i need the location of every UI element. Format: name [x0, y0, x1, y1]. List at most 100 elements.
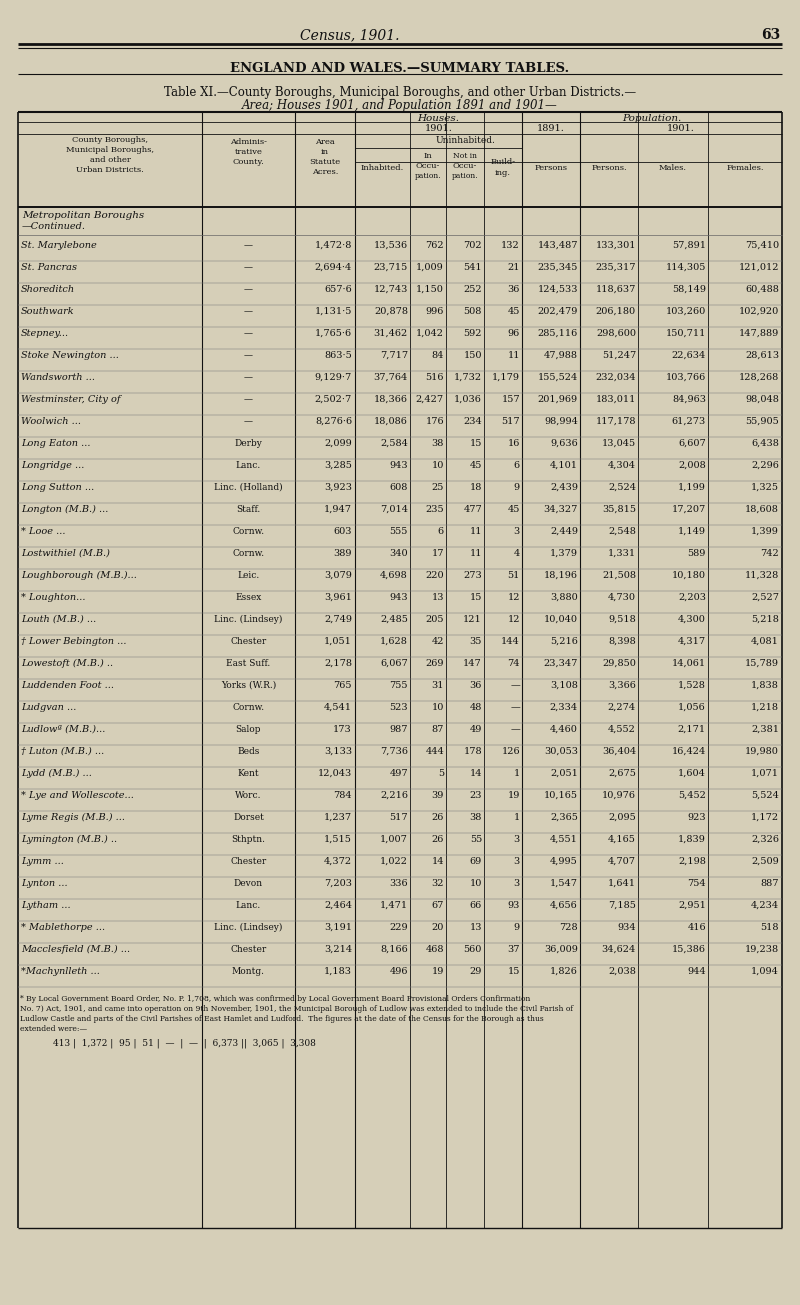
Text: 13: 13 [431, 592, 444, 602]
Text: 36: 36 [470, 681, 482, 690]
Text: 66: 66 [470, 900, 482, 910]
Text: ing.: ing. [495, 170, 511, 177]
Text: 201,969: 201,969 [538, 395, 578, 405]
Text: Lowestoft (M.B.) ..: Lowestoft (M.B.) .. [21, 659, 113, 668]
Text: 14,061: 14,061 [672, 659, 706, 668]
Text: Staff.: Staff. [236, 505, 261, 514]
Text: 2,038: 2,038 [608, 967, 636, 976]
Text: Uninhabited.: Uninhabited. [436, 136, 496, 145]
Text: 1,056: 1,056 [678, 703, 706, 713]
Text: 1,051: 1,051 [324, 637, 352, 646]
Text: 1,604: 1,604 [678, 769, 706, 778]
Text: 1,150: 1,150 [416, 284, 444, 294]
Text: 508: 508 [464, 307, 482, 316]
Text: —: — [244, 418, 253, 425]
Text: 9,636: 9,636 [550, 438, 578, 448]
Text: 1,325: 1,325 [751, 483, 779, 492]
Text: 1,022: 1,022 [380, 857, 408, 867]
Text: 18,196: 18,196 [544, 572, 578, 579]
Text: 1,472·8: 1,472·8 [314, 241, 352, 251]
Text: 47,988: 47,988 [544, 351, 578, 360]
Text: Southwark: Southwark [21, 307, 74, 316]
Text: No. 7) Act, 1901, and came into operation on 9th November, 1901, the Municipal B: No. 7) Act, 1901, and came into operatio… [20, 1005, 573, 1013]
Text: 114,305: 114,305 [666, 264, 706, 271]
Text: 1901.: 1901. [425, 124, 453, 133]
Text: 9,129·7: 9,129·7 [314, 373, 352, 382]
Text: 2,675: 2,675 [608, 769, 636, 778]
Text: 55,905: 55,905 [746, 418, 779, 425]
Text: 8,166: 8,166 [380, 945, 408, 954]
Text: 1,641: 1,641 [608, 880, 636, 887]
Text: 943: 943 [390, 461, 408, 470]
Text: 118,637: 118,637 [596, 284, 636, 294]
Text: 784: 784 [334, 791, 352, 800]
Text: 2,509: 2,509 [751, 857, 779, 867]
Text: Lytham ...: Lytham ... [21, 900, 70, 910]
Text: 84: 84 [432, 351, 444, 360]
Text: —: — [244, 395, 253, 405]
Text: Chester: Chester [230, 637, 266, 646]
Text: 45: 45 [508, 307, 520, 316]
Text: 11: 11 [470, 549, 482, 559]
Text: East Suff.: East Suff. [226, 659, 270, 668]
Text: Cornw.: Cornw. [233, 549, 265, 559]
Text: 4,707: 4,707 [608, 857, 636, 867]
Text: Long Sutton ...: Long Sutton ... [21, 483, 94, 492]
Text: 1,179: 1,179 [492, 373, 520, 382]
Text: 38: 38 [432, 438, 444, 448]
Text: Inhabited.: Inhabited. [361, 164, 404, 172]
Text: 1,172: 1,172 [751, 813, 779, 822]
Text: Wandsworth ...: Wandsworth ... [21, 373, 95, 382]
Text: Statute: Statute [310, 158, 341, 166]
Text: 126: 126 [502, 746, 520, 756]
Text: 150,711: 150,711 [666, 329, 706, 338]
Text: Stoke Newington ...: Stoke Newington ... [21, 351, 119, 360]
Text: trative: trative [234, 147, 262, 157]
Text: 15,789: 15,789 [745, 659, 779, 668]
Text: 12: 12 [507, 615, 520, 624]
Text: Lyme Regis (M.B.) ...: Lyme Regis (M.B.) ... [21, 813, 125, 822]
Text: 205: 205 [426, 615, 444, 624]
Text: 2,171: 2,171 [678, 726, 706, 733]
Text: 143,487: 143,487 [538, 241, 578, 251]
Text: 517: 517 [390, 813, 408, 822]
Text: —: — [244, 329, 253, 338]
Text: 2,694·4: 2,694·4 [314, 264, 352, 271]
Text: 4,165: 4,165 [608, 835, 636, 844]
Text: 34,327: 34,327 [544, 505, 578, 514]
Text: Lymm ...: Lymm ... [21, 857, 64, 867]
Text: 755: 755 [390, 681, 408, 690]
Text: 103,766: 103,766 [666, 373, 706, 382]
Text: 4,300: 4,300 [678, 615, 706, 624]
Text: Dorset: Dorset [233, 813, 264, 822]
Text: 934: 934 [618, 923, 636, 932]
Text: 26: 26 [432, 813, 444, 822]
Text: 1,218: 1,218 [751, 703, 779, 713]
Text: Persons: Persons [534, 164, 567, 172]
Text: 2,198: 2,198 [678, 857, 706, 867]
Text: Longridge ...: Longridge ... [21, 461, 84, 470]
Text: St. Marylebone: St. Marylebone [21, 241, 97, 251]
Text: 2,524: 2,524 [608, 483, 636, 492]
Text: Longton (M.B.) ...: Longton (M.B.) ... [21, 505, 108, 514]
Text: Loughborough (M.B.)...: Loughborough (M.B.)... [21, 572, 137, 581]
Text: 30,053: 30,053 [544, 746, 578, 756]
Text: 943: 943 [390, 592, 408, 602]
Text: 22,634: 22,634 [672, 351, 706, 360]
Text: 4,552: 4,552 [608, 726, 636, 733]
Text: Lynton ...: Lynton ... [21, 880, 68, 887]
Text: 36,404: 36,404 [602, 746, 636, 756]
Text: 18,086: 18,086 [374, 418, 408, 425]
Text: 178: 178 [463, 746, 482, 756]
Text: 206,180: 206,180 [596, 307, 636, 316]
Text: 4,234: 4,234 [751, 900, 779, 910]
Text: 2,502·7: 2,502·7 [314, 395, 352, 405]
Text: 10: 10 [432, 461, 444, 470]
Text: 229: 229 [390, 923, 408, 932]
Text: Lanc.: Lanc. [236, 900, 261, 910]
Text: 38: 38 [470, 813, 482, 822]
Text: Linc. (Lindsey): Linc. (Lindsey) [214, 615, 282, 624]
Text: 45: 45 [470, 461, 482, 470]
Text: 60,488: 60,488 [745, 284, 779, 294]
Text: Lydd (M.B.) ...: Lydd (M.B.) ... [21, 769, 92, 778]
